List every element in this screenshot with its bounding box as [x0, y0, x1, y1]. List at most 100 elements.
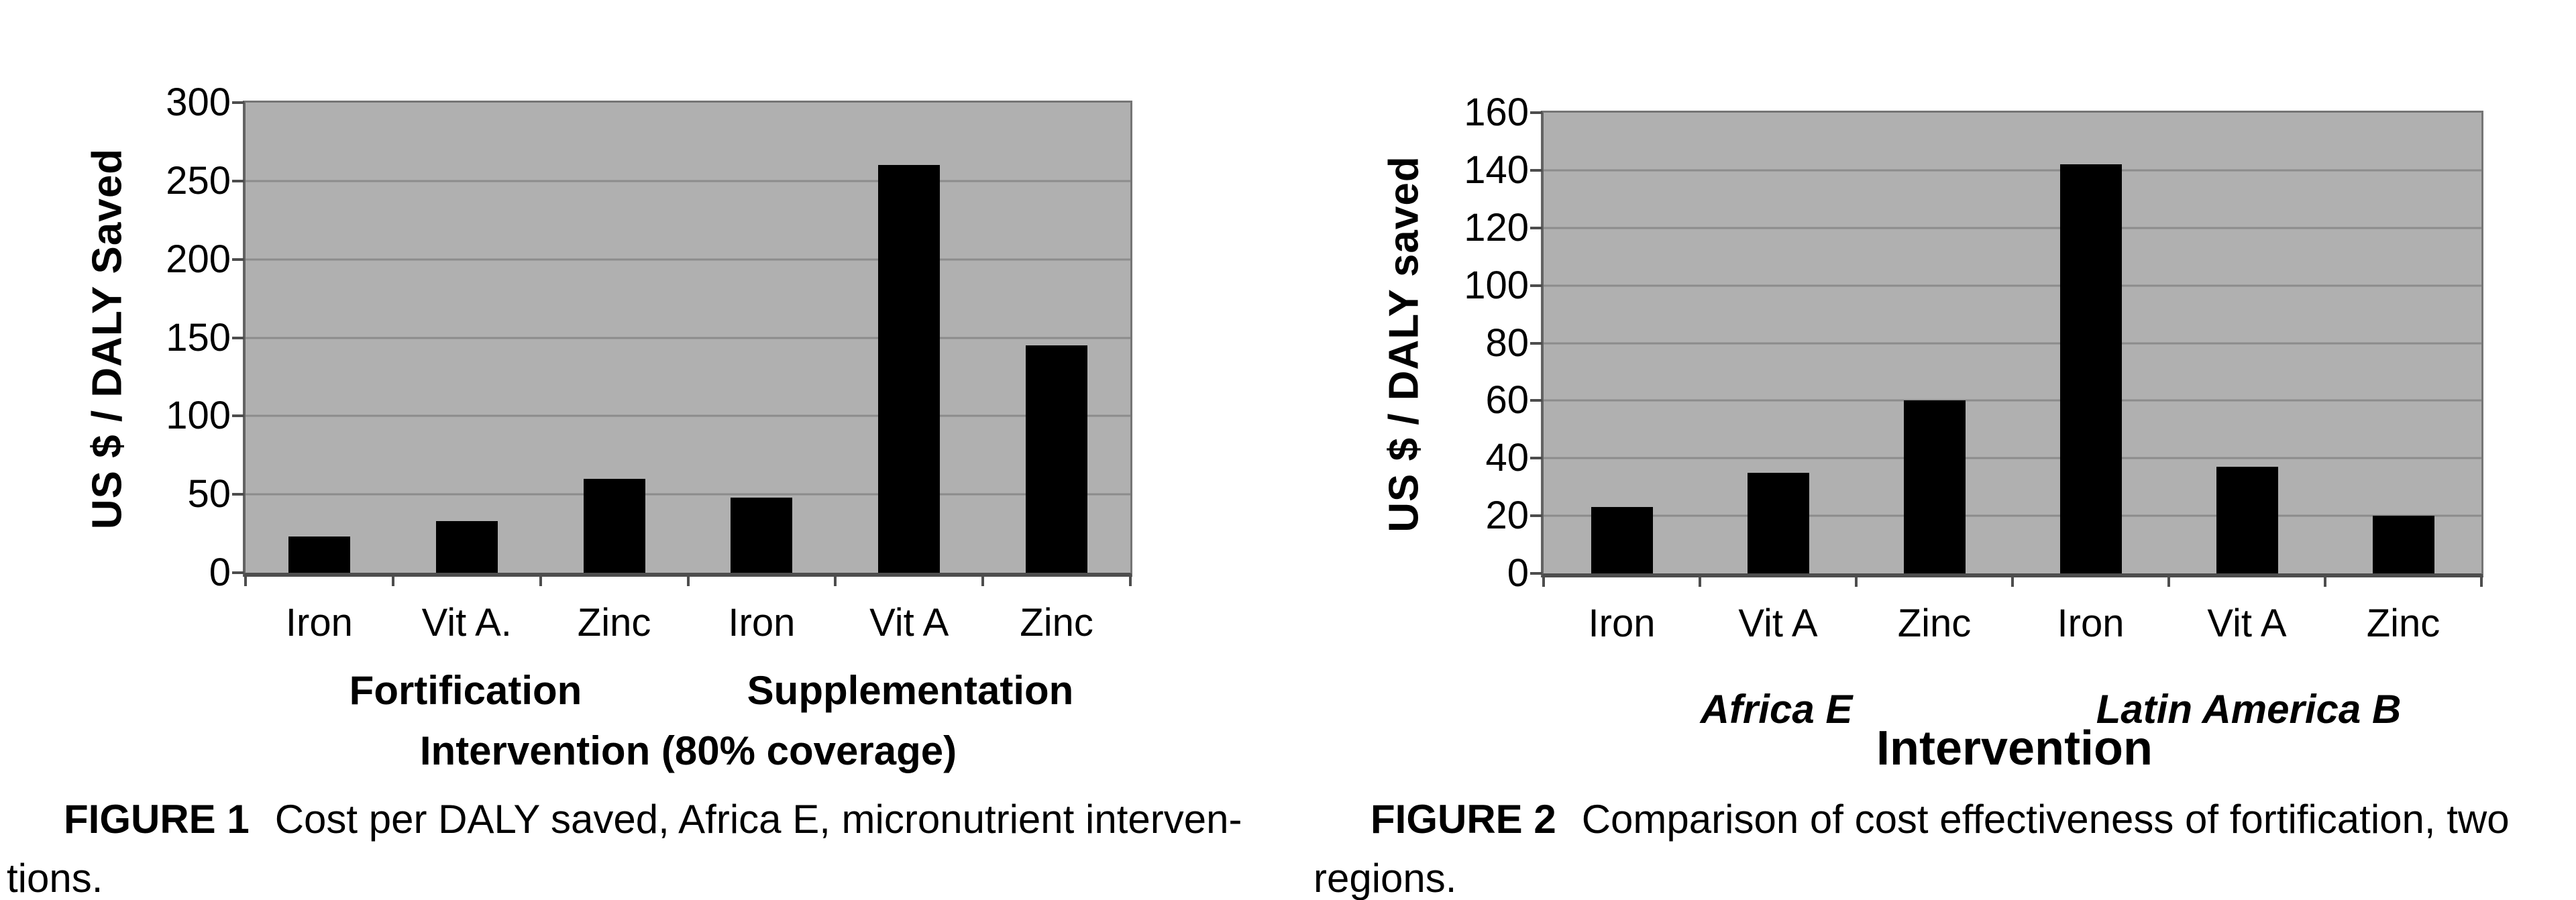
bar	[1026, 345, 1088, 573]
y-tick-mark	[1530, 226, 1542, 229]
y-tick-mark	[1530, 168, 1542, 172]
figure2-caption-line2: regions.	[1313, 856, 1457, 900]
y-tick-label: 0	[1507, 551, 1529, 595]
plot-gridline	[246, 493, 1130, 496]
x-category-label: Zinc	[1897, 602, 1972, 645]
y-tick-label: 20	[1485, 494, 1529, 538]
y-tick-label: 140	[1464, 148, 1529, 192]
figure2-caption: FIGURE 2 Comparison of cost effectiveness…	[1313, 790, 2561, 900]
bar	[2372, 516, 2434, 573]
y-tick-mark	[1530, 514, 1542, 518]
y-tick-label: 0	[209, 551, 231, 594]
bar	[1591, 507, 1653, 573]
y-tick-mark	[1530, 399, 1542, 402]
bar	[583, 478, 645, 573]
x-tick-mark	[2011, 574, 2014, 587]
x-tick-mark	[981, 573, 985, 586]
plot-gridline	[246, 258, 1130, 261]
y-tick-label: 200	[166, 237, 231, 281]
bar	[731, 497, 793, 573]
x-category-label: Iron	[285, 601, 353, 644]
figure1-group-label-fortification: Fortification	[349, 668, 582, 713]
bar	[435, 520, 498, 573]
x-tick-mark	[2324, 574, 2326, 587]
x-tick-mark	[244, 573, 247, 586]
x-tick-mark	[834, 573, 837, 586]
figure2-plot-area: 0 20 40 60 80 100 120 140 160 Iron Vit A Zinc Iron Vi…	[1464, 93, 2483, 643]
x-tick-mark	[1129, 573, 1132, 586]
plot-gridline	[246, 414, 1130, 417]
x-category-label: Iron	[2057, 602, 2125, 645]
figure2-group-label-latin-america-b: Latin America B	[2096, 687, 2402, 732]
figure1-x-axis-title: Intervention (80% coverage)	[419, 728, 957, 773]
plot-gridline	[1544, 457, 2481, 459]
y-tick-label: 100	[166, 394, 231, 438]
y-tick-mark	[1530, 572, 1542, 575]
bar	[2059, 164, 2122, 573]
y-tick-mark	[1530, 284, 1542, 287]
figure2-y-axis-title: US $ / DALY saved	[1381, 156, 1428, 532]
x-category-label: Iron	[728, 601, 796, 644]
y-tick-mark	[1530, 341, 1542, 345]
y-tick-label: 120	[1464, 205, 1529, 249]
bar	[288, 537, 350, 573]
x-category-label: Vit A	[869, 601, 949, 644]
y-tick-mark	[232, 258, 244, 261]
x-category-label: Vit A	[1738, 602, 1818, 645]
figure1-caption-line1: FIGURE 1 Cost per DALY saved, Africa E, m…	[7, 790, 1275, 849]
figure2-caption-line1: FIGURE 2 Comparison of cost effectiveness…	[1313, 790, 2561, 849]
plot-gridline	[1544, 342, 2481, 344]
y-tick-label: 80	[1485, 321, 1529, 365]
x-tick-mark	[391, 573, 394, 586]
y-tick-mark	[232, 336, 244, 339]
y-tick-label: 50	[187, 472, 231, 516]
figure2-group-label-africa-e: Africa E	[1700, 687, 1853, 732]
y-tick-mark	[232, 179, 244, 182]
y-tick-label: 300	[166, 80, 231, 124]
figure1-caption-label: FIGURE 1	[64, 797, 250, 842]
y-tick-mark	[232, 571, 244, 574]
plot-gridline	[246, 180, 1130, 182]
y-tick-label: 250	[166, 158, 231, 203]
x-category-label: Vit A.	[421, 601, 512, 644]
bar	[1747, 472, 1809, 573]
x-tick-mark	[1699, 574, 1701, 587]
y-tick-label: 160	[1464, 91, 1529, 134]
x-category-label: Zinc	[577, 601, 651, 644]
plot-gridline	[1544, 399, 2481, 402]
bar	[878, 165, 941, 573]
x-tick-mark	[539, 573, 542, 586]
plot-gridline	[1544, 227, 2481, 229]
x-category-label: Iron	[1588, 602, 1656, 645]
x-category-label: Zinc	[2366, 602, 2440, 645]
figure2-x-axis-title: Intervention	[1876, 722, 2153, 775]
y-tick-label: 150	[166, 315, 231, 359]
y-tick-label: 40	[1485, 436, 1529, 480]
plot-gridline	[246, 337, 1130, 339]
y-tick-mark	[232, 101, 244, 104]
x-tick-mark	[2167, 574, 2170, 587]
y-tick-mark	[232, 493, 244, 496]
figure1-caption-line2: tions.	[7, 856, 103, 900]
figure1-plot-area: 0 50 100 150 200 250 300 Iron Vit A. Zinc Iron Vit …	[166, 83, 1132, 642]
figure1-caption-text: Cost per DALY saved, Africa E, micronutr…	[274, 797, 1242, 842]
y-tick-mark	[1530, 111, 1542, 114]
plot-gridline	[1544, 284, 2481, 287]
y-tick-mark	[1530, 457, 1542, 460]
x-tick-mark	[1542, 574, 1545, 587]
plot-gridline	[1544, 514, 2481, 517]
plot-gridline	[1544, 169, 2481, 172]
x-tick-mark	[686, 573, 690, 586]
x-tick-mark	[1855, 574, 1858, 587]
bar	[2216, 467, 2278, 573]
y-tick-mark	[232, 414, 244, 418]
x-category-label: Zinc	[1020, 601, 1093, 644]
figure2-caption-label: FIGURE 2	[1371, 797, 1556, 842]
x-tick-mark	[2480, 574, 2483, 587]
y-tick-label: 60	[1485, 378, 1529, 423]
figure1-group-label-supplementation: Supplementation	[747, 668, 1074, 713]
figure2-caption-text: Comparison of cost effectiveness of fort…	[1581, 797, 2510, 842]
